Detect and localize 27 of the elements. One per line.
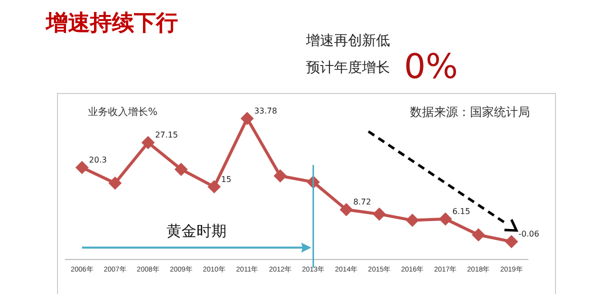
annotation: 数据来源：国家统计局 xyxy=(410,104,530,121)
data-label: 15 xyxy=(221,174,232,184)
point xyxy=(274,170,286,182)
data-label: 6.15 xyxy=(452,207,470,216)
point xyxy=(472,228,484,241)
point xyxy=(76,162,88,174)
point xyxy=(373,208,386,220)
point xyxy=(505,236,518,248)
data-label: 33.78 xyxy=(254,106,278,116)
chart-subtitle: 增速再创新低 xyxy=(306,33,390,49)
data-label: -0.06 xyxy=(518,230,540,239)
point xyxy=(241,112,254,124)
data-label: 20.3 xyxy=(89,156,107,165)
y-axis-title: 业务收入增长% xyxy=(88,106,158,119)
annotation: 黄金时期 xyxy=(166,222,227,241)
point xyxy=(406,214,418,226)
point xyxy=(142,136,154,149)
point xyxy=(109,177,122,190)
data-label: 8.72 xyxy=(353,198,372,207)
point xyxy=(208,180,220,193)
point xyxy=(175,163,188,176)
point xyxy=(340,204,352,216)
text: 预计年度增长 xyxy=(306,60,390,76)
text: 0% xyxy=(404,47,458,87)
data-label: 27.15 xyxy=(155,130,178,140)
chart-title: 增速持续下行 xyxy=(46,10,178,38)
point xyxy=(439,213,452,226)
